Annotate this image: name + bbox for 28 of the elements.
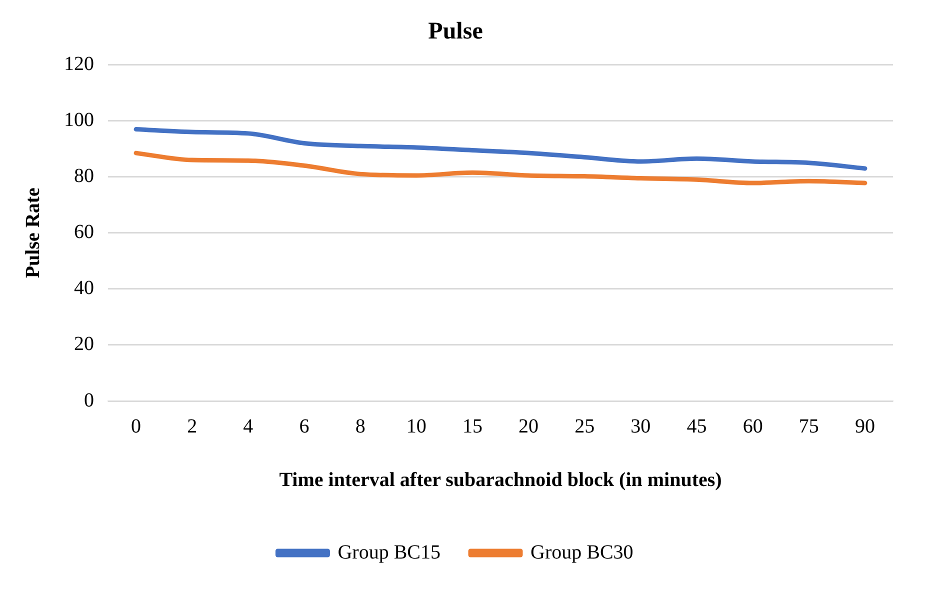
y-axis-title: Pulse Rate (22, 188, 44, 278)
x-tick-label: 6 (299, 415, 310, 438)
x-tick-label: 75 (798, 415, 819, 438)
x-tick-label: 2 (187, 415, 198, 438)
y-tick-label: 100 (64, 109, 94, 132)
x-tick-label: 60 (742, 415, 763, 438)
x-tick-label: 0 (131, 415, 142, 438)
x-tick-label: 25 (574, 415, 595, 438)
x-tick-label: 8 (355, 415, 366, 438)
x-tick-label: 45 (686, 415, 707, 438)
x-axis-title: Time interval after subarachnoid block (in minutes) (279, 469, 722, 492)
x-tick-label: 4 (243, 415, 254, 438)
line-series (134, 150, 868, 186)
x-tick-label: 15 (462, 415, 482, 438)
y-tick-label: 40 (74, 277, 94, 300)
x-tick-label: 10 (406, 415, 426, 438)
y-tick-label: 120 (64, 53, 94, 76)
legend-label: Group BC30 (530, 541, 634, 564)
x-tick-label: 20 (518, 415, 539, 438)
chart-title: Pulse (428, 18, 484, 45)
y-tick-label: 0 (84, 389, 94, 412)
legend-label: Group BC15 (338, 541, 441, 564)
x-tick-label: 30 (630, 415, 651, 438)
y-tick-label: 60 (74, 221, 94, 244)
y-tick-label: 20 (74, 333, 94, 356)
x-tick-label: 90 (854, 415, 875, 438)
line-series (134, 126, 868, 171)
y-tick-label: 80 (74, 165, 94, 188)
